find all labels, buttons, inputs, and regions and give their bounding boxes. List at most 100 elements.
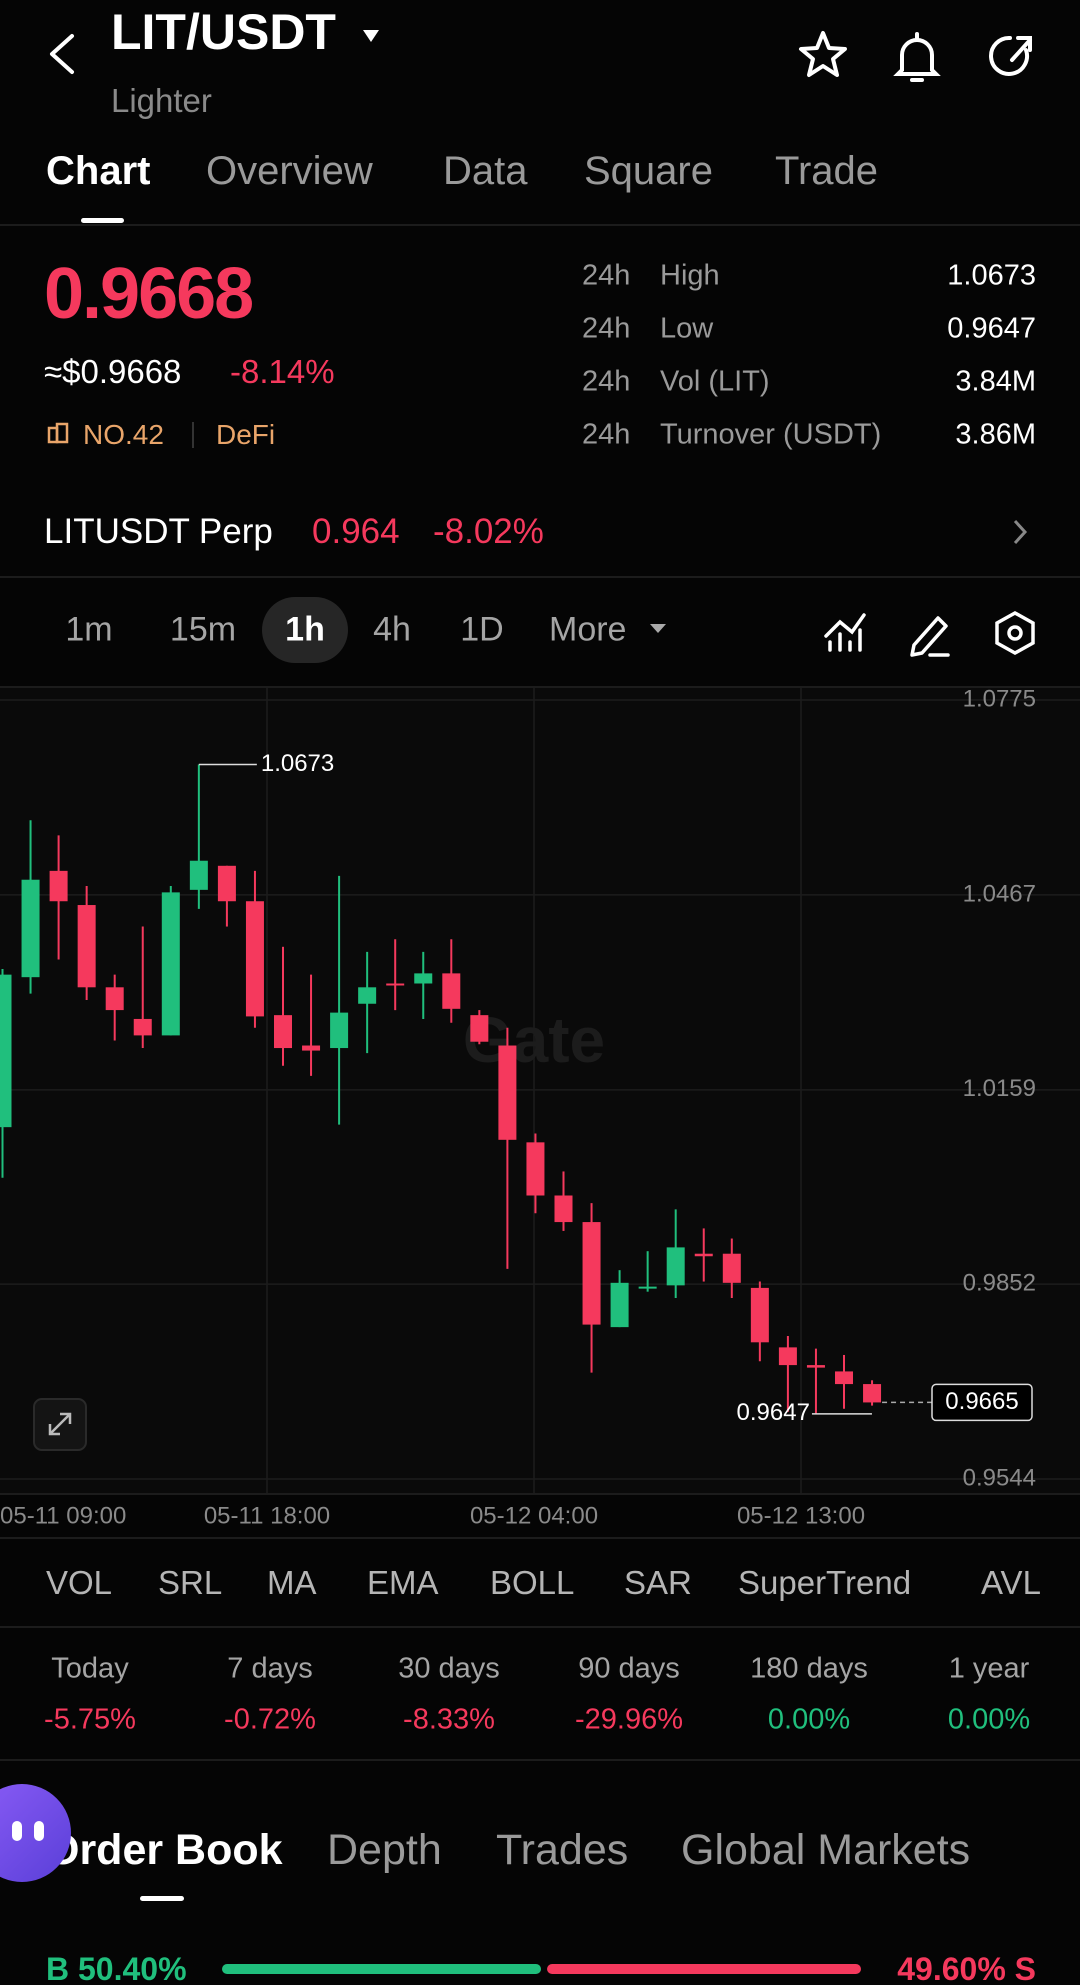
more-dropdown[interactable]: [650, 624, 666, 633]
book-tab[interactable]: Trades: [496, 1826, 629, 1875]
pair-name: Lighter: [111, 82, 212, 120]
candle-body: [442, 973, 461, 1009]
indicator-tab[interactable]: SuperTrend: [738, 1564, 912, 1602]
interval[interactable]: 1D: [460, 610, 504, 649]
share-icon[interactable]: [989, 35, 1032, 76]
indicator-tab[interactable]: SRL: [158, 1564, 223, 1602]
bubble-eye: [12, 1821, 22, 1841]
settings-icon[interactable]: [995, 610, 1035, 656]
price-change: -8.14%: [230, 353, 335, 391]
sell-ratio-bar: [547, 1964, 861, 1974]
candle-body: [189, 860, 208, 890]
indicator-tab[interactable]: EMA: [367, 1564, 439, 1602]
high-marker-label: 1.0673: [261, 750, 334, 777]
candle-body: [274, 1015, 292, 1049]
indicator-icon[interactable]: [824, 613, 866, 652]
interval[interactable]: 1h: [285, 610, 325, 649]
candle-body: [302, 1045, 321, 1051]
indicator-tab[interactable]: MA: [267, 1564, 317, 1602]
tab[interactable]: Square: [584, 149, 713, 193]
stat-label: Vol (LIT): [660, 365, 770, 398]
performance-period: 90 days: [578, 1652, 680, 1685]
tab[interactable]: Data: [443, 149, 528, 193]
candle-body: [778, 1347, 797, 1366]
stat-period: 24h: [582, 418, 631, 451]
candle-body: [835, 1371, 853, 1385]
candle-body: [133, 1018, 152, 1036]
candle-body: [245, 901, 264, 1017]
indicator-tab[interactable]: AVL: [981, 1564, 1041, 1602]
book-tab[interactable]: Depth: [327, 1826, 442, 1875]
active-book-tab-indicator: [140, 1896, 184, 1901]
last-price-box: [931, 1383, 1033, 1422]
last-price: 0.9668: [44, 253, 254, 334]
stat-value: 3.86M: [955, 418, 1036, 451]
performance-change: -5.75%: [44, 1703, 136, 1736]
assistant-bubble[interactable]: [0, 1778, 80, 1888]
favorite-icon[interactable]: [799, 31, 847, 77]
stat-label: High: [660, 259, 720, 292]
y-tick-label: 0.9852: [963, 1269, 1036, 1296]
indicator-tab[interactable]: SAR: [624, 1564, 692, 1602]
candle-body: [750, 1287, 769, 1343]
candle-body: [105, 987, 124, 1011]
x-tick-label: 05-12 04:00: [470, 1502, 598, 1529]
rank-icon: [47, 422, 69, 444]
candle-body: [863, 1384, 882, 1403]
performance-period: 30 days: [398, 1652, 500, 1685]
candle-body: [806, 1365, 825, 1368]
sector[interactable]: DeFi: [216, 419, 276, 451]
performance-change: -0.72%: [224, 1703, 316, 1736]
stat-label: Low: [660, 312, 714, 345]
sell-value: 49.60%: [897, 1950, 1006, 1985]
usd-price: ≈$0.9668: [44, 353, 182, 391]
candle-body: [358, 987, 377, 1004]
stat-period: 24h: [582, 312, 631, 345]
sell-label: S: [1014, 1950, 1036, 1985]
pair-dropdown[interactable]: [363, 30, 379, 42]
candle-body: [666, 1247, 685, 1286]
candle-body: [554, 1195, 573, 1223]
book-tab[interactable]: Global Markets: [681, 1826, 971, 1875]
y-tick-label: 0.9544: [963, 1464, 1036, 1491]
bubble-eye: [34, 1821, 44, 1841]
y-tick-label: 1.0775: [963, 685, 1036, 712]
candle-body: [694, 1253, 713, 1257]
tab[interactable]: Overview: [206, 149, 373, 193]
performance-period: Today: [51, 1652, 129, 1685]
stat-value: 0.9647: [947, 312, 1036, 345]
pair-title[interactable]: LIT/USDT: [111, 4, 336, 60]
candle-body: [0, 974, 12, 1128]
interval[interactable]: 15m: [169, 610, 237, 649]
indicator-tab[interactable]: VOL: [46, 1564, 113, 1602]
tab[interactable]: Trade: [775, 149, 879, 193]
book-tab[interactable]: Order Book: [46, 1826, 283, 1875]
stat-period: 24h: [582, 259, 631, 292]
candle-body: [161, 892, 180, 1036]
candle-body: [722, 1253, 741, 1283]
x-tick-label: 05-11 09:00: [0, 1502, 126, 1529]
alert-icon[interactable]: [893, 32, 941, 82]
candle-body: [77, 905, 96, 988]
back-button[interactable]: [50, 34, 74, 74]
draw-icon[interactable]: [910, 616, 950, 657]
candle-body: [414, 973, 433, 984]
perp-chevron[interactable]: [1013, 519, 1028, 545]
performance-change: -8.33%: [403, 1703, 495, 1736]
candle-body: [386, 983, 405, 986]
interval[interactable]: More: [549, 610, 627, 649]
interval[interactable]: 4h: [373, 610, 411, 649]
candle-body: [21, 879, 40, 978]
tab[interactable]: Chart: [46, 149, 151, 193]
rank[interactable]: NO.42: [83, 419, 164, 451]
candle-body: [526, 1142, 545, 1196]
perp-name[interactable]: LITUSDT Perp: [44, 512, 273, 551]
interval[interactable]: 1m: [65, 610, 113, 649]
indicator-tab[interactable]: BOLL: [490, 1564, 575, 1602]
performance-period: 1 year: [948, 1652, 1030, 1685]
candle-body: [498, 1045, 517, 1140]
expand-button[interactable]: [33, 1398, 87, 1451]
last-price-label: 0.9665: [945, 1388, 1018, 1415]
